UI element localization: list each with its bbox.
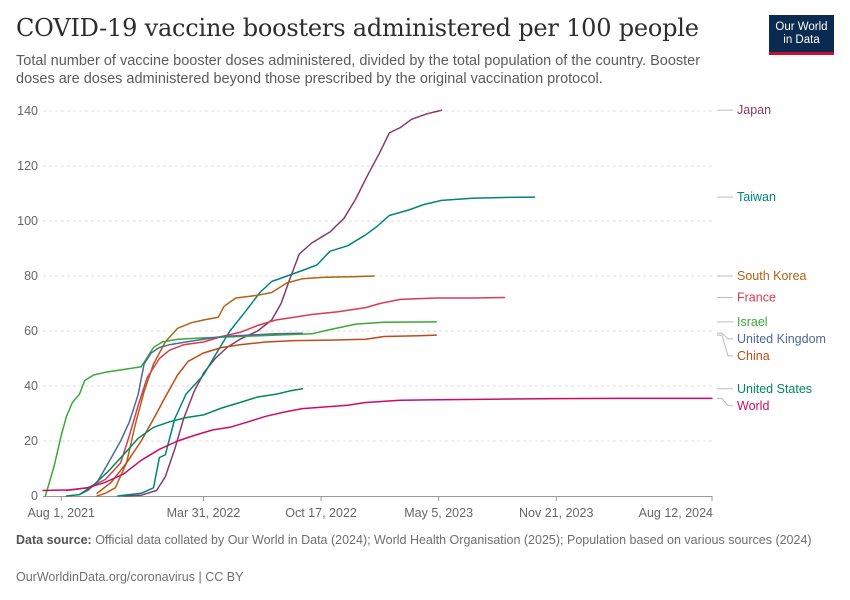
series-label-united-kingdom[interactable]: United Kingdom (737, 332, 826, 346)
y-tick-label: 20 (24, 434, 38, 448)
source-text: Official data collated by Our World in D… (95, 533, 812, 547)
series-label-united-states[interactable]: United States (737, 382, 812, 396)
label-connector-united-kingdom (717, 332, 733, 340)
label-connector-world (717, 397, 733, 407)
series-lines (42, 109, 713, 497)
y-tick-label: 120 (17, 159, 38, 173)
series-line-south-korea[interactable] (96, 275, 375, 497)
x-tick-label: Aug 1, 2021 (28, 506, 95, 520)
series-line-israel[interactable] (44, 321, 438, 497)
series-label-world[interactable]: World (737, 399, 769, 413)
axes: 0 20 40 60 80 100 120 140 Aug 1, 2021 Mar 31, 202… (17, 104, 713, 520)
logo-line-1: Our World (775, 20, 828, 33)
y-tick-label: 40 (24, 379, 38, 393)
footer-source: Data source: Official data collated by O… (16, 533, 816, 548)
series-label-south-korea[interactable]: South Korea (737, 269, 807, 283)
series-label-japan[interactable]: Japan (737, 103, 771, 117)
y-tick-label: 80 (24, 269, 38, 283)
series-label-france[interactable]: France (737, 290, 776, 304)
footer-site-link[interactable]: OurWorldinData.org/coronavirus | CC BY (16, 570, 244, 584)
y-tick-label: 0 (31, 489, 38, 503)
x-tick-label: Nov 21, 2023 (519, 506, 593, 520)
x-tick-label: Mar 31, 2022 (167, 506, 241, 520)
series-line-france[interactable] (65, 296, 506, 492)
y-tick-label: 100 (17, 214, 38, 228)
x-tick-label: May 5, 2023 (404, 506, 473, 520)
series-label-israel[interactable]: Israel (737, 315, 768, 329)
y-tick-label: 140 (17, 104, 38, 118)
series-label-taiwan[interactable]: Taiwan (737, 190, 776, 204)
series-line-china[interactable] (96, 334, 438, 495)
series-line-united-states[interactable] (65, 388, 304, 497)
y-tick-label: 60 (24, 324, 38, 338)
series-line-taiwan[interactable] (116, 196, 536, 497)
series-label-china[interactable]: China (737, 349, 770, 363)
chart-title: COVID-19 vaccine boosters administered p… (16, 14, 699, 42)
x-tick-label: Oct 17, 2022 (285, 506, 357, 520)
series-line-japan[interactable] (122, 109, 443, 497)
series-line-world[interactable] (42, 397, 713, 492)
logo-line-2: in Data (783, 33, 820, 46)
owid-logo[interactable]: Our World in Data (769, 15, 834, 55)
label-connector-china (717, 334, 733, 357)
line-chart: 0 20 40 60 80 100 120 140 Aug 1, 2021 Mar 31, 202… (17, 103, 826, 520)
x-tick-label: Aug 12, 2024 (639, 506, 713, 520)
chart-subtitle: Total number of vaccine booster doses ad… (16, 53, 701, 87)
series-labels: Japan Taiwan South Korea France Israel United… (717, 103, 826, 413)
source-label: Data source: (16, 533, 92, 547)
series-line-united-kingdom[interactable] (78, 332, 304, 496)
